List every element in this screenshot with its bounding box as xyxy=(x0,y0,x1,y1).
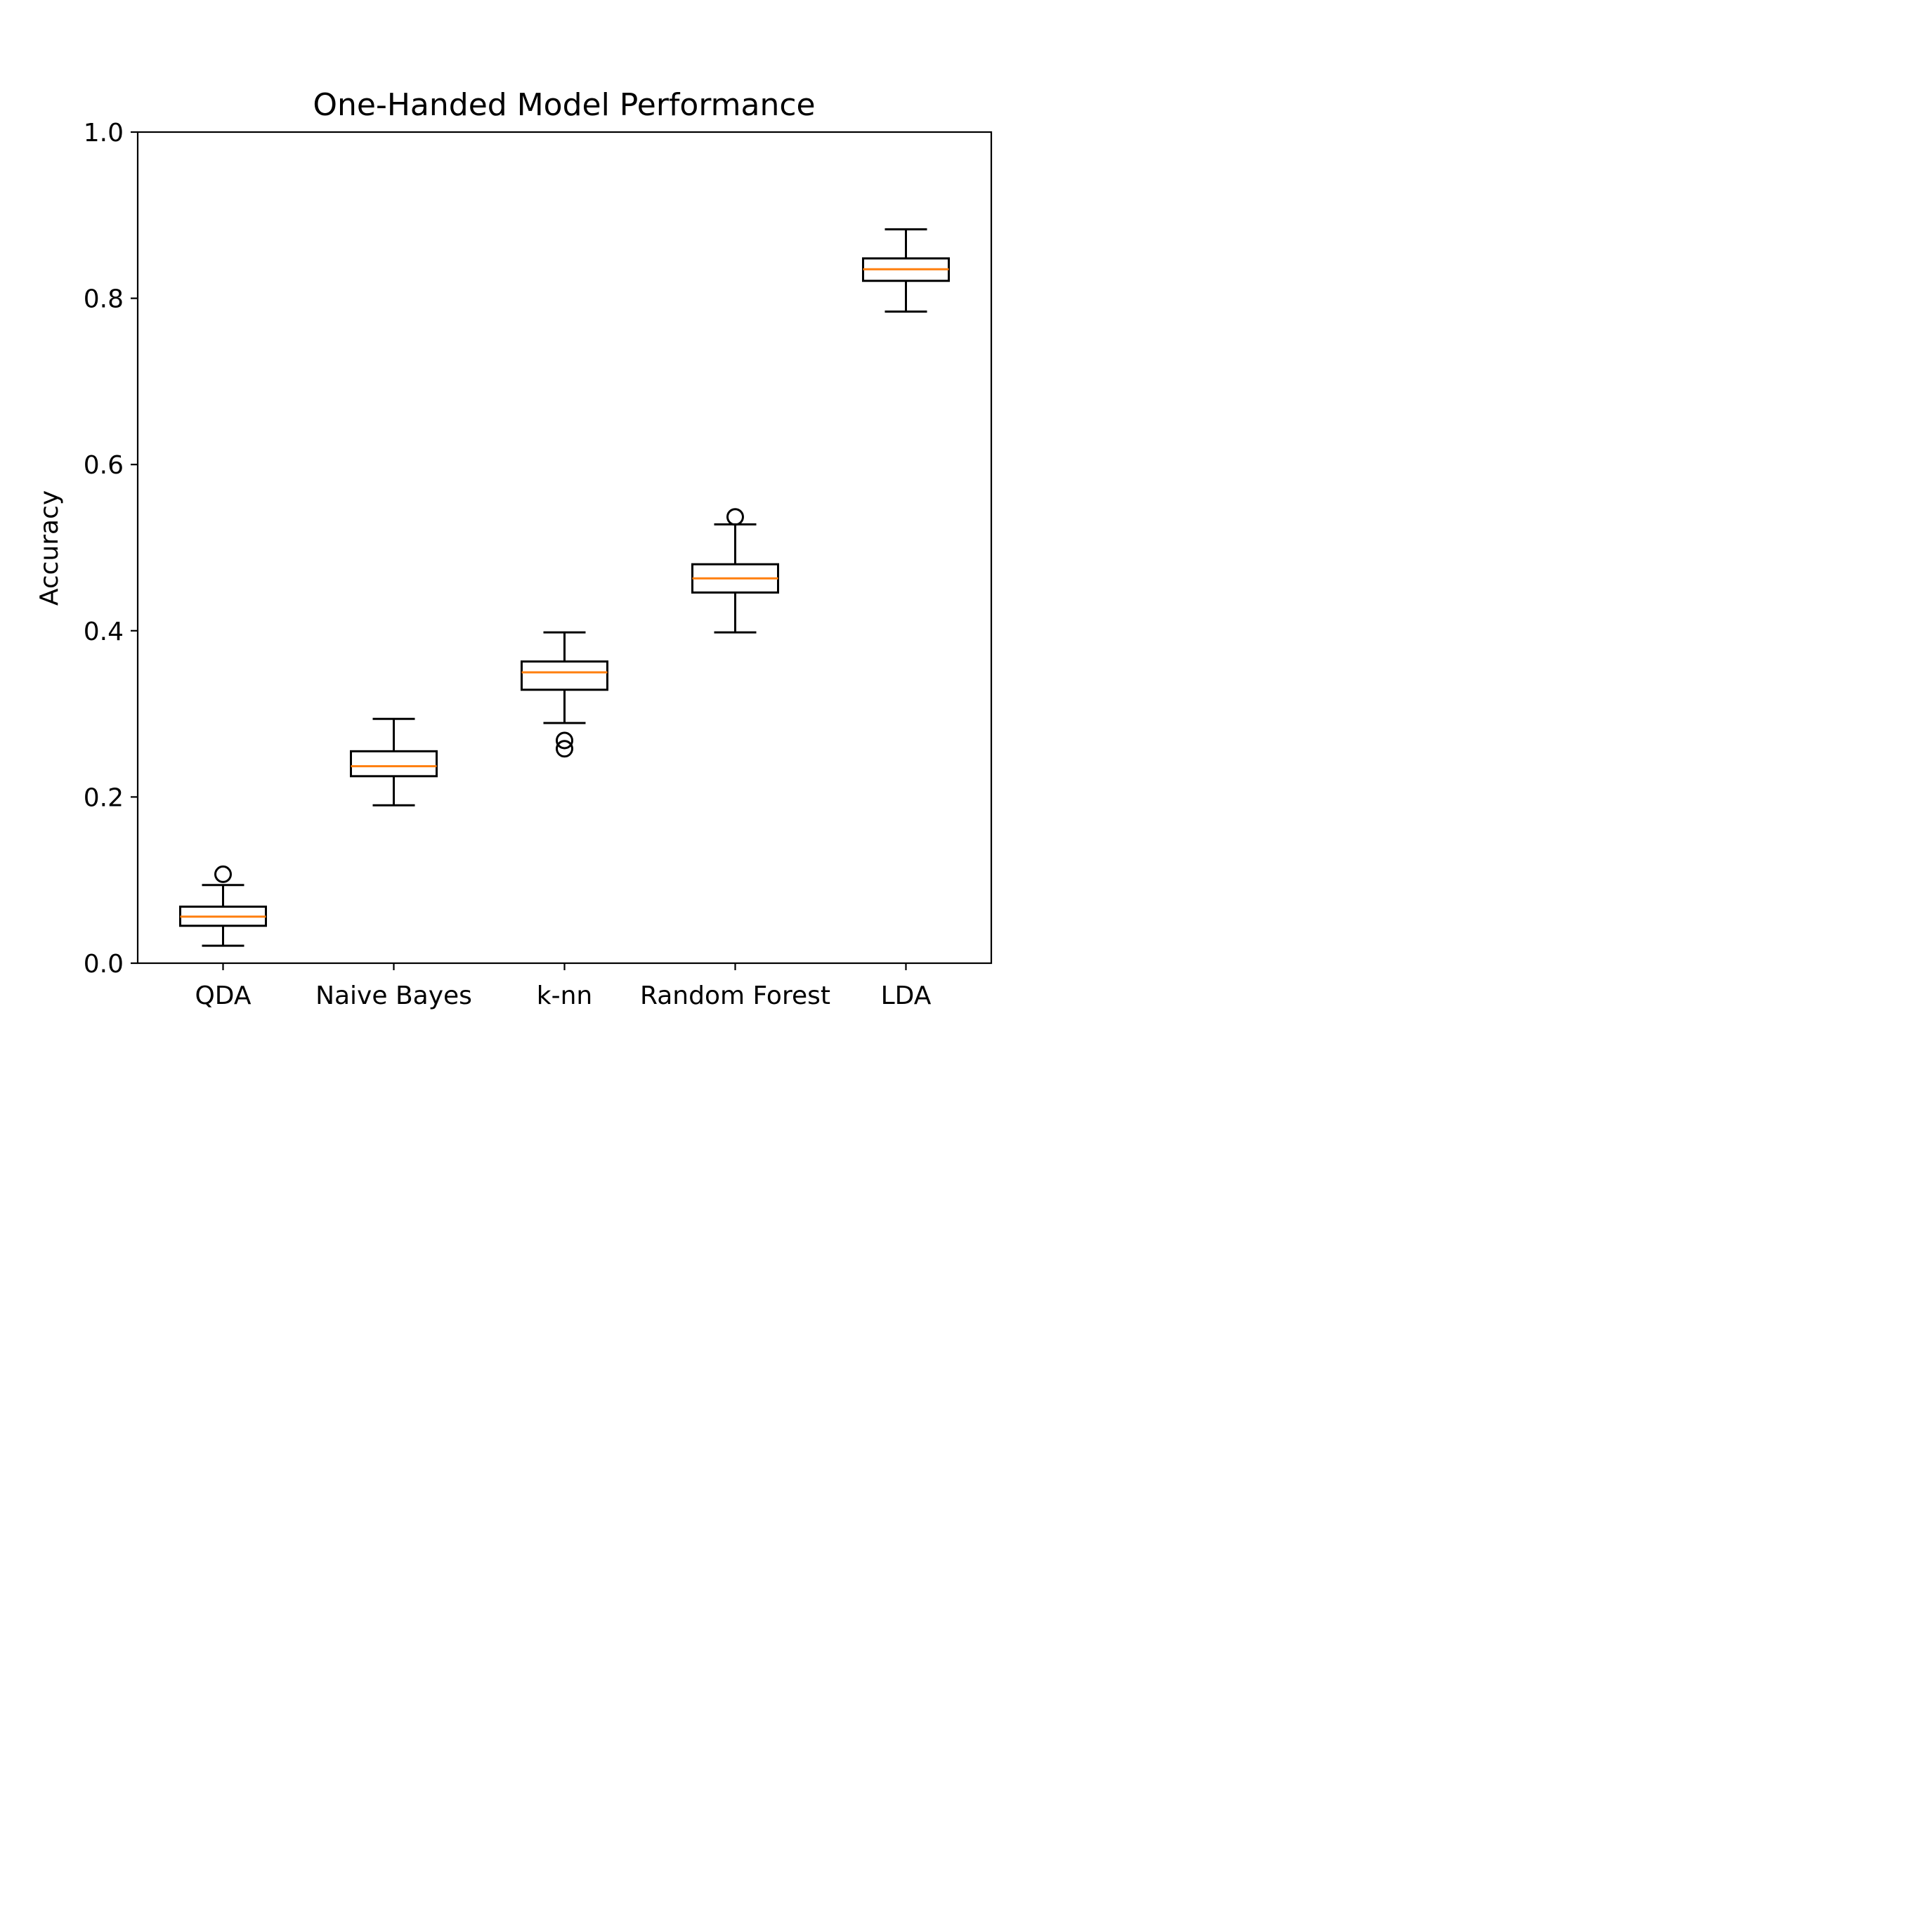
figure-background xyxy=(0,0,1090,1090)
outlier-point xyxy=(726,508,744,526)
y-tick-label: 0.2 xyxy=(84,783,124,812)
x-tick-label: Random Forest xyxy=(640,981,830,1010)
y-tick-label: 0.8 xyxy=(84,285,124,314)
box-4 xyxy=(862,228,950,313)
box-1 xyxy=(350,717,438,807)
box-series xyxy=(179,228,950,947)
y-axis-label: Accuracy xyxy=(35,490,64,606)
box-body xyxy=(521,660,608,691)
y-axis-ticks: 0.0 0.2 0.4 0.6 0.8 1.0 xyxy=(84,119,138,979)
x-tick-label: LDA xyxy=(881,981,932,1010)
chart-title: One-Handed Model Performance xyxy=(313,87,815,123)
outlier-point xyxy=(556,740,573,758)
x-axis-ticks: QDA Naive Bayes k-nn Random Forest LDA xyxy=(195,963,932,1010)
y-tick-label: 0.6 xyxy=(84,451,124,480)
x-tick-label: Naive Bayes xyxy=(315,981,472,1010)
box-2 xyxy=(521,631,608,758)
plot-area-frame xyxy=(136,131,993,965)
outlier-point xyxy=(556,731,573,750)
y-tick-label: 0.4 xyxy=(84,618,124,646)
box-0 xyxy=(179,865,267,947)
x-tick-label: QDA xyxy=(195,981,251,1010)
y-tick-label: 1.0 xyxy=(84,119,124,148)
box-3 xyxy=(691,508,779,634)
box-body xyxy=(350,750,438,778)
x-tick-label: k-nn xyxy=(537,981,592,1010)
outlier-point xyxy=(214,865,232,883)
y-tick-label: 0.0 xyxy=(84,950,124,979)
box-plot-chart: One-Handed Model Performance Accuracy 0.… xyxy=(0,0,1090,1090)
